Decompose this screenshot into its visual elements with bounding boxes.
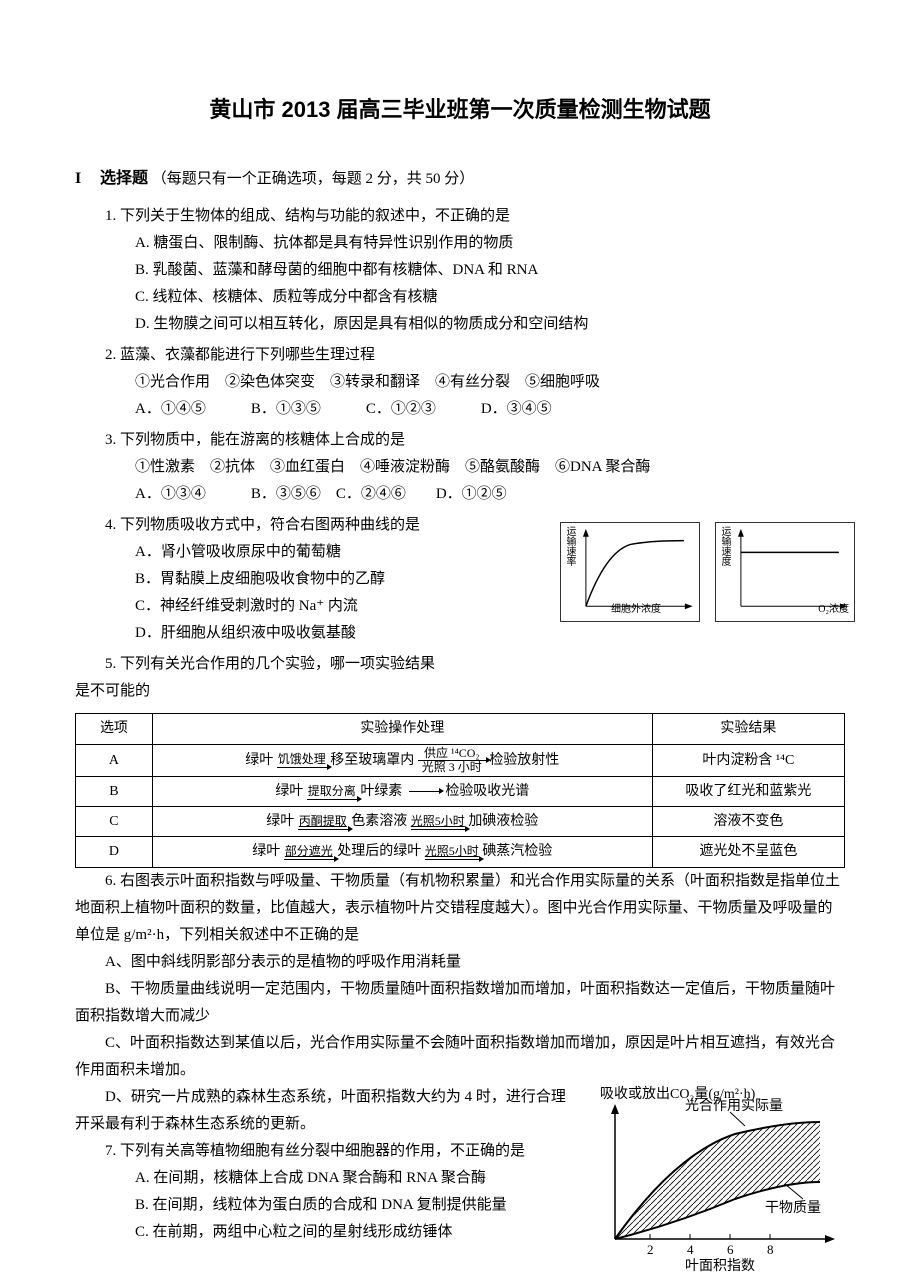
q4-chart2: 运输速度 O₂浓度 [715,522,855,622]
q6-opt-b: B、干物质量曲线说明一定范围内，干物质量随叶面积指数增加而增加，叶面积指数达一定… [75,976,845,1030]
section-header: I 选择题 （每题只有一个正确选项，每题 2 分，共 50 分） [75,165,845,194]
svg-text:8: 8 [767,1242,774,1257]
table-header-row: 选项 实验操作处理 实验结果 [76,714,845,744]
arrow-icon [409,791,439,792]
q1-stem: 1. 下列关于生物体的组成、结构与功能的叙述中，不正确的是 [75,203,845,230]
text: 绿叶 [245,752,273,767]
arrow-icon: 光照5小时 [411,814,465,830]
q7-stem: 7. 下列有关高等植物细胞有丝分裂中细胞器的作用，不正确的是 [75,1138,575,1165]
text: 检验吸收光谱 [445,784,529,799]
arrow-icon: 饥饿处理 [277,752,327,768]
text: 叶绿素 [360,784,402,799]
th-option: 选项 [76,714,153,744]
text: 检验放射性 [489,752,559,767]
text: 加碘液检验 [468,814,538,829]
table-row: B 绿叶 提取分离 叶绿素 检验吸收光谱 吸收了红光和蓝紫光 [76,776,845,806]
row-b-result: 吸收了红光和蓝紫光 [652,776,844,806]
q3-items: ①性激素 ②抗体 ③血红蛋白 ④唾液淀粉酶 ⑤酪氨酸酶 ⑥DNA 聚合酶 [75,454,845,481]
q7-opt-b: B. 在间期，线粒体为蛋白质的合成和 DNA 复制提供能量 [75,1192,575,1219]
row-a-result: 叶内淀粉含 ¹⁴C [652,744,844,776]
q4-chart1: 运输速率 细胞外浓度 [560,522,700,622]
q2-items: ①光合作用 ②染色体突变 ③转录和翻译 ④有丝分裂 ⑤细胞呼吸 [75,369,845,396]
row-c-label: C [76,807,153,837]
svg-text:光合作用实际量: 光合作用实际量 [685,1098,783,1114]
section-num: I [75,170,81,187]
q5-table: 选项 实验操作处理 实验结果 A 绿叶 饥饿处理 移至玻璃罩内 供应 ¹⁴CO₂… [75,713,845,867]
text: 处理后的绿叶 [337,844,421,859]
q4-opt-d: D．肝细胞从组织液中吸收氨基酸 [75,620,845,647]
q4-chart1-ylabel: 运输速率 [564,526,575,566]
th-process: 实验操作处理 [152,714,652,744]
table-row: D 绿叶 部分遮光 处理后的绿叶 光照5小时 碘蒸汽检验 遮光处不呈蓝色 [76,837,845,867]
q3-options: A．①③④ B．③⑤⑥ C．②④⑥ D．①②⑤ [75,481,845,508]
q4-chart2-xlabel: O₂浓度 [818,601,849,619]
text: 绿叶 [275,784,303,799]
page-title: 黄山市 2013 届高三毕业班第一次质量检测生物试题 [75,90,845,130]
q6-stem: 6. 右图表示叶面积指数与呼吸量、干物质量（有机物积累量）和光合作用实际量的关系… [75,868,845,949]
row-d-result: 遮光处不呈蓝色 [652,837,844,867]
text: 供应 ¹⁴CO₂ [418,747,486,761]
q6-lower: 吸收或放出CO₂量(g/m²·h) 光合作用实际量 干物质量 2 [75,1084,845,1219]
q3-stem: 3. 下列物质中，能在游离的核糖体上合成的是 [75,427,845,454]
svg-text:4: 4 [687,1242,694,1257]
q2-options: A．①④⑤ B．①③⑤ C．①②③ D．③④⑤ [75,396,845,423]
th-result: 实验结果 [652,714,844,744]
q4-charts: 运输速率 细胞外浓度 运输速度 O₂浓度 [560,522,855,622]
arrow-icon: 供应 ¹⁴CO₂光照 3 小时 [418,747,486,774]
row-a-process: 绿叶 饥饿处理 移至玻璃罩内 供应 ¹⁴CO₂光照 3 小时 检验放射性 [152,744,652,776]
q2-stem: 2. 蓝藻、衣藻都能进行下列哪些生理过程 [75,342,845,369]
text: 移至玻璃罩内 [330,752,414,767]
q1-opt-b: B. 乳酸菌、蓝藻和酵母菌的细胞中都有核糖体、DNA 和 RNA [75,257,845,284]
q6-opt-c: C、叶面积指数达到某值以后，光合作用实际量不会随叶面积指数增加而增加，原因是叶片… [75,1030,845,1084]
text: 绿叶 [252,844,280,859]
row-d-process: 绿叶 部分遮光 处理后的绿叶 光照5小时 碘蒸汽检验 [152,837,652,867]
section-note: （每题只有一个正确选项，每题 2 分，共 50 分） [152,171,475,187]
row-c-process: 绿叶 丙酮提取 色素溶液 光照5小时 加碘液检验 [152,807,652,837]
q7-opt-a: A. 在间期，核糖体上合成 DNA 聚合酶和 RNA 聚合酶 [75,1165,575,1192]
q5-stem: 5. 下列有关光合作用的几个实验，哪一项实验结果 [75,651,845,678]
svg-text:6: 6 [727,1242,734,1257]
q5-stem2: 是不可能的 [75,678,845,705]
row-b-label: B [76,776,153,806]
arrow-icon: 光照5小时 [425,844,479,860]
svg-text:2: 2 [647,1242,654,1257]
q4-container: 运输速率 细胞外浓度 运输速度 O₂浓度 4. 下列物质吸收方式中，符合右图两种… [75,512,845,647]
q6-opt-a: A、图中斜线阴影部分表示的是植物的呼吸作用消耗量 [75,949,845,976]
q6-opt-d: D、研究一片成熟的森林生态系统，叶面积指数大约为 4 时，进行合理开采最有利于森… [75,1084,575,1138]
row-b-process: 绿叶 提取分离 叶绿素 检验吸收光谱 [152,776,652,806]
row-d-label: D [76,837,153,867]
arrow-icon: 部分遮光 [284,844,334,860]
section-label: 选择题 [100,170,148,187]
q1-opt-c: C. 线粒体、核糖体、质粒等成分中都含有核糖 [75,284,845,311]
text: 绿叶 [266,814,294,829]
table-row: C 绿叶 丙酮提取 色素溶液 光照5小时 加碘液检验 溶液不变色 [76,807,845,837]
q1-opt-a: A. 糖蛋白、限制酶、抗体都是具有特异性识别作用的物质 [75,230,845,257]
svg-text:干物质量: 干物质量 [765,1200,821,1216]
row-c-result: 溶液不变色 [652,807,844,837]
svg-text:叶面积指数: 叶面积指数 [685,1258,755,1274]
q1-opt-d: D. 生物膜之间可以相互转化，原因是具有相似的物质成分和空间结构 [75,311,845,338]
text: 色素溶液 [351,814,407,829]
text: 光照 3 小时 [418,761,486,774]
arrow-icon: 丙酮提取 [298,814,348,830]
table-row: A 绿叶 饥饿处理 移至玻璃罩内 供应 ¹⁴CO₂光照 3 小时 检验放射性 叶… [76,744,845,776]
row-a-label: A [76,744,153,776]
arrow-icon: 提取分离 [307,784,357,800]
text: 碘蒸汽检验 [482,844,552,859]
q4-chart2-ylabel: 运输速度 [719,526,730,566]
q4-chart1-xlabel: 细胞外浓度 [611,601,661,619]
q6-chart: 吸收或放出CO₂量(g/m²·h) 光合作用实际量 干物质量 2 [585,1084,845,1284]
